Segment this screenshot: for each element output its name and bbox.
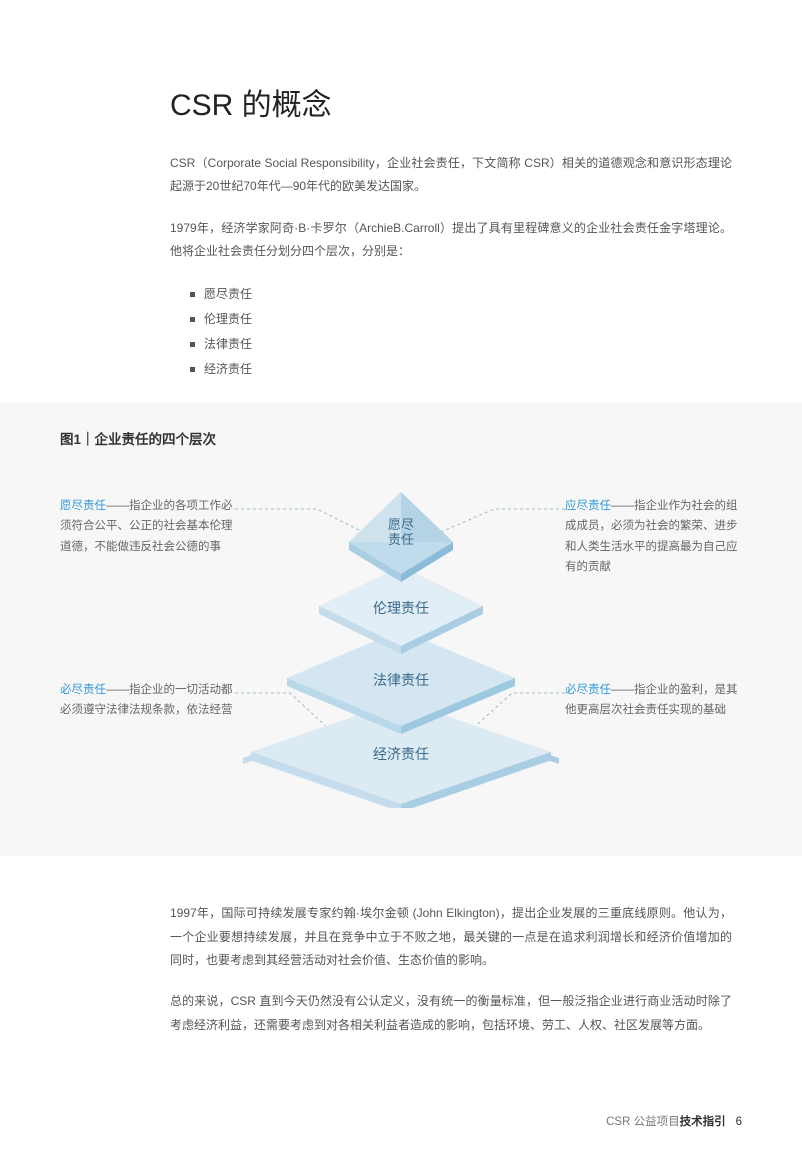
bullet-item: 经济责任	[190, 357, 732, 382]
bullet-item: 法律责任	[190, 332, 732, 357]
content-bottom: 1997年，国际可持续发展专家约翰·埃尔金顿 (John Elkington)，…	[0, 856, 802, 1037]
pyr1-face-l	[349, 492, 401, 542]
footer-light: CSR 公益项目	[606, 1116, 679, 1128]
page: CSR 的概念 CSR（Corporate Social Responsibil…	[0, 0, 802, 1157]
figure-section: 图1｜企业责任的四个层次 愿尽责任——指企业的各项工作必须符合公平、公正的社会基…	[0, 402, 802, 856]
figure-title: 图1｜企业责任的四个层次	[60, 428, 742, 448]
page-footer: CSR 公益项目技术指引 6	[606, 1113, 742, 1129]
bullet-item: 愿尽责任	[190, 282, 732, 307]
content-top: CSR 的概念 CSR（Corporate Social Responsibil…	[0, 0, 802, 382]
pyr1-face-r	[401, 492, 453, 542]
bullet-item: 伦理责任	[190, 307, 732, 332]
para-4: 总的来说，CSR 直到今天仍然没有公认定义，没有统一的衡量标准，但一般泛指企业进…	[170, 990, 732, 1037]
footer-bold: 技术指引	[680, 1116, 726, 1128]
page-number: 6	[736, 1116, 742, 1128]
bullet-list: 愿尽责任 伦理责任 法律责任 经济责任	[190, 282, 732, 383]
para-intro-1: CSR（Corporate Social Responsibility，企业社会…	[170, 152, 732, 199]
pyramid-svg	[231, 478, 571, 808]
figure-body: 愿尽责任——指企业的各项工作必须符合公平、公正的社会基本伦理道德，不能做违反社会…	[60, 478, 742, 808]
pyramid-diagram: 愿尽责任 伦理责任 法律责任 经济责任	[231, 478, 571, 808]
page-title: CSR 的概念	[170, 80, 732, 124]
para-3: 1997年，国际可持续发展专家约翰·埃尔金顿 (John Elkington)，…	[170, 902, 732, 972]
para-intro-2: 1979年，经济学家阿奇·B·卡罗尔（ArchieB.Carroll）提出了具有…	[170, 217, 732, 264]
